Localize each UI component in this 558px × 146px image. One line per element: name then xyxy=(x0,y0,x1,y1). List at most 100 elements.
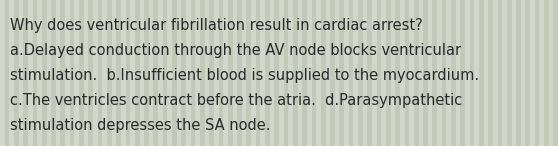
Bar xyxy=(177,0,181,146)
Bar xyxy=(163,0,167,146)
Bar xyxy=(102,0,107,146)
Bar xyxy=(498,0,502,146)
Bar xyxy=(395,0,400,146)
Bar xyxy=(367,0,372,146)
Bar xyxy=(311,0,316,146)
Bar xyxy=(93,0,98,146)
Bar xyxy=(251,0,256,146)
Bar xyxy=(149,0,153,146)
Bar xyxy=(321,0,325,146)
Bar xyxy=(451,0,456,146)
Bar xyxy=(107,0,112,146)
Bar xyxy=(358,0,363,146)
Bar xyxy=(377,0,381,146)
Bar xyxy=(191,0,195,146)
Bar xyxy=(507,0,512,146)
Bar xyxy=(470,0,474,146)
Bar xyxy=(0,0,4,146)
Bar xyxy=(386,0,391,146)
Bar xyxy=(98,0,102,146)
Bar xyxy=(279,0,283,146)
Bar xyxy=(540,0,544,146)
Bar xyxy=(153,0,158,146)
Bar xyxy=(209,0,214,146)
Text: Why does ventricular fibrillation result in cardiac arrest?: Why does ventricular fibrillation result… xyxy=(10,18,423,33)
Bar xyxy=(283,0,288,146)
Text: c.The ventricles contract before the atria.  d.Parasympathetic: c.The ventricles contract before the atr… xyxy=(10,93,462,108)
Bar xyxy=(144,0,149,146)
Bar xyxy=(233,0,237,146)
Bar xyxy=(181,0,186,146)
Bar xyxy=(158,0,163,146)
Bar xyxy=(446,0,451,146)
Bar xyxy=(14,0,18,146)
Bar xyxy=(330,0,335,146)
Bar xyxy=(363,0,367,146)
Text: a.Delayed conduction through the AV node blocks ventricular: a.Delayed conduction through the AV node… xyxy=(10,43,461,58)
Bar xyxy=(275,0,279,146)
Bar xyxy=(549,0,554,146)
Bar xyxy=(167,0,172,146)
Bar xyxy=(344,0,349,146)
Bar xyxy=(414,0,418,146)
Bar xyxy=(237,0,242,146)
Bar xyxy=(325,0,330,146)
Bar xyxy=(23,0,28,146)
Bar xyxy=(460,0,465,146)
Bar xyxy=(186,0,191,146)
Bar xyxy=(400,0,405,146)
Bar xyxy=(521,0,526,146)
Bar xyxy=(242,0,247,146)
Bar xyxy=(423,0,428,146)
Bar xyxy=(130,0,135,146)
Bar xyxy=(195,0,200,146)
Bar xyxy=(4,0,9,146)
Bar xyxy=(293,0,297,146)
Bar xyxy=(456,0,460,146)
Bar xyxy=(432,0,437,146)
Bar xyxy=(418,0,423,146)
Bar xyxy=(288,0,293,146)
Bar xyxy=(256,0,261,146)
Bar xyxy=(140,0,144,146)
Bar xyxy=(297,0,302,146)
Bar xyxy=(9,0,14,146)
Bar xyxy=(442,0,446,146)
Bar xyxy=(302,0,307,146)
Bar xyxy=(437,0,442,146)
Bar xyxy=(135,0,140,146)
Bar xyxy=(526,0,530,146)
Bar xyxy=(126,0,130,146)
Bar xyxy=(223,0,228,146)
Bar xyxy=(512,0,516,146)
Bar xyxy=(56,0,60,146)
Bar xyxy=(42,0,46,146)
Bar xyxy=(339,0,344,146)
Bar xyxy=(84,0,88,146)
Bar xyxy=(428,0,432,146)
Bar xyxy=(60,0,65,146)
Bar xyxy=(493,0,498,146)
Text: stimulation depresses the SA node.: stimulation depresses the SA node. xyxy=(10,118,271,133)
Bar xyxy=(554,0,558,146)
Bar xyxy=(516,0,521,146)
Bar xyxy=(474,0,479,146)
Bar xyxy=(265,0,270,146)
Bar xyxy=(488,0,493,146)
Bar xyxy=(88,0,93,146)
Bar xyxy=(316,0,321,146)
Bar xyxy=(172,0,177,146)
Bar xyxy=(200,0,205,146)
Bar xyxy=(247,0,251,146)
Bar xyxy=(116,0,121,146)
Bar xyxy=(465,0,470,146)
Bar xyxy=(479,0,484,146)
Bar xyxy=(219,0,223,146)
Bar xyxy=(307,0,311,146)
Bar xyxy=(112,0,116,146)
Text: stimulation.  b.Insufficient blood is supplied to the myocardium.: stimulation. b.Insufficient blood is sup… xyxy=(10,68,479,83)
Bar xyxy=(51,0,56,146)
Bar xyxy=(65,0,70,146)
Bar xyxy=(228,0,233,146)
Bar xyxy=(535,0,540,146)
